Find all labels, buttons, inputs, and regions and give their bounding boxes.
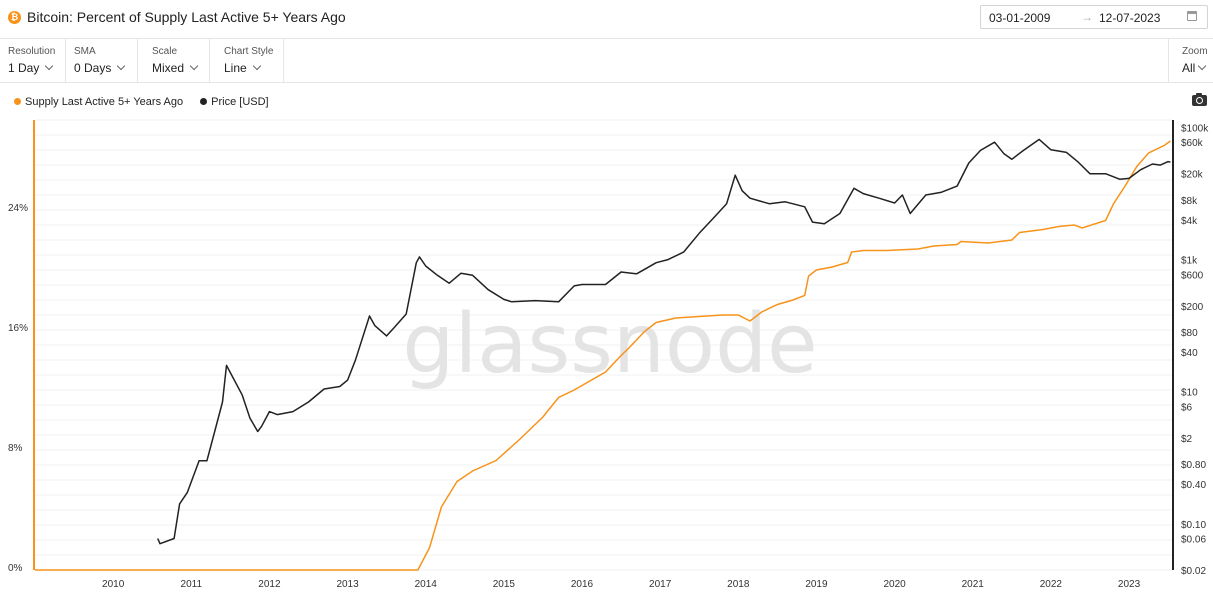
chart-style-value[interactable]: Line [224,61,261,75]
x-tick-label: 2018 [727,579,750,590]
scale-label: Scale [152,46,178,57]
x-tick-label: 2011 [181,579,203,590]
watermark: glassnode [402,297,817,392]
y-axis-right: $0.02 $0.06 $0.10 $0.40 $0.80 $2 $6 $10 $40 $80 $2… [1181,124,1209,577]
x-tick-label: 2013 [336,579,359,590]
y-left-tick-label: 16% [8,323,28,334]
y-right-tick-label: $0.80 [1181,460,1206,471]
resolution-label: Resolution [8,46,56,57]
y-left-tick-label: 24% [8,203,28,214]
x-axis: 2010 2011 2012 2013 2014 2015 2016 2017 2018 2019… [102,579,1141,590]
legend-item-price[interactable]: Price [USD] [200,96,269,108]
chart-style-label: Chart Style [224,46,274,57]
y-right-tick-label: $6 [1181,402,1193,413]
x-tick-label: 2010 [102,579,125,590]
y-right-tick-label: $2 [1181,434,1193,445]
legend-label-supply: Supply Last Active 5+ Years Ago [25,96,184,108]
x-tick-label: 2019 [805,579,828,590]
chart-controls: Resolution 1 Day SMA 0 Days Scale Mixed … [0,39,1213,83]
chart-legend: Supply Last Active 5+ Years Ago Price [U… [14,96,283,108]
camera-icon[interactable] [1192,93,1207,106]
chart-header: ₿ Bitcoin: Percent of Supply Last Active… [0,0,1213,39]
series-line-supply [35,140,1171,571]
legend-item-supply[interactable]: Supply Last Active 5+ Years Ago [14,96,183,108]
scale-dropdown[interactable]: Scale Mixed [138,39,210,82]
y-right-tick-label: $60k [1181,138,1204,149]
x-tick-label: 2015 [493,579,516,590]
x-tick-label: 2014 [415,579,438,590]
y-left-tick-label: 0% [8,563,23,574]
sma-dropdown[interactable]: SMA 0 Days [66,39,138,82]
series-line-price [157,138,1171,545]
calendar-icon[interactable] [1187,11,1197,21]
resolution-dropdown[interactable]: Resolution 1 Day [0,39,66,82]
y-right-tick-label: $0.40 [1181,480,1206,491]
arrow-right-icon: → [1081,10,1093,24]
date-range-picker[interactable]: 03-01-2009 → 12-07-2023 [980,5,1208,29]
y-right-tick-label: $600 [1181,270,1204,281]
zoom-value[interactable]: All [1182,61,1207,75]
y-right-tick-label: $0.06 [1181,534,1206,545]
zoom-dropdown[interactable]: Zoom All [1168,39,1213,82]
x-tick-label: 2016 [571,579,594,590]
legend-label-price: Price [USD] [211,96,269,108]
sma-value[interactable]: 0 Days [74,61,126,75]
y-right-tick-label: $20k [1181,170,1204,181]
x-tick-label: 2022 [1040,579,1063,590]
date-start-input[interactable]: 03-01-2009 [989,11,1051,25]
y-right-tick-label: $40 [1181,348,1198,359]
y-right-tick-label: $8k [1181,196,1198,207]
y-right-tick-label: $4k [1181,216,1198,227]
zoom-label: Zoom [1182,46,1208,57]
date-end-input[interactable]: 12-07-2023 [1099,11,1161,25]
grid-lines [33,119,1174,571]
scale-value[interactable]: Mixed [152,61,199,75]
resolution-value[interactable]: 1 Day [8,61,54,75]
x-tick-label: 2012 [258,579,281,590]
y-right-tick-label: $10 [1181,388,1198,399]
y-right-tick-label: $80 [1181,328,1198,339]
legend-dot-price [200,98,208,105]
x-tick-label: 2021 [962,579,985,590]
y-right-tick-label: $0.02 [1181,566,1206,577]
x-tick-label: 2017 [649,579,672,590]
page-title: Bitcoin: Percent of Supply Last Active 5… [27,9,346,25]
y-axis-left: 0% 8% 16% 24% [8,203,28,574]
x-tick-label: 2023 [1118,579,1141,590]
bitcoin-icon: ₿ [8,11,21,24]
y-right-tick-label: $0.10 [1181,520,1206,531]
chart-style-dropdown[interactable]: Chart Style Line [210,39,284,82]
series-lines [35,138,1171,571]
legend-dot-supply [14,98,21,105]
sma-label: SMA [74,46,96,57]
y-right-tick-label: $1k [1181,256,1198,267]
y-right-tick-label: $100k [1181,124,1209,135]
y-left-tick-label: 8% [8,443,23,454]
y-right-tick-label: $200 [1181,302,1204,313]
x-tick-label: 2020 [883,579,906,590]
